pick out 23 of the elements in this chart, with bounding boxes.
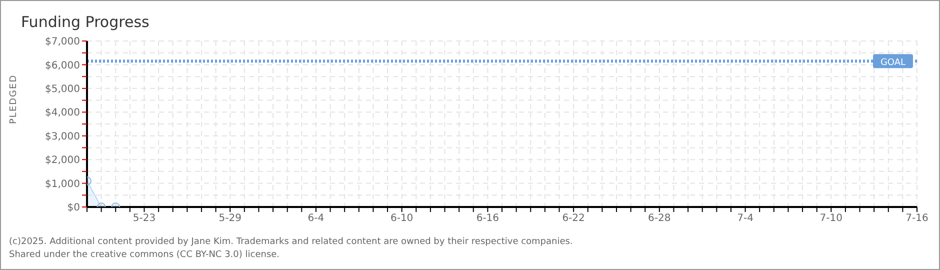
y-tick-label: $0 [67, 202, 80, 214]
x-tick-label: 7-4 [737, 213, 754, 224]
ref-line-label: GOAL [880, 58, 906, 68]
y-tick-label: $1,000 [45, 178, 80, 190]
x-tick-label: 7-10 [820, 213, 842, 224]
y-tick-label: $5,000 [45, 84, 80, 95]
y-tick-label: $4,000 [45, 108, 80, 119]
x-tick-label: 6-10 [390, 213, 414, 224]
text: Shared under the creative commons (CC BY-NC 3.0) license. [9, 250, 280, 260]
y-tick-label: $7,000 [45, 36, 80, 48]
x-tick-label: 5-29 [218, 213, 242, 224]
y-tick-label: $2,000 [45, 155, 80, 166]
chart-title: Funding Progress [21, 13, 150, 31]
y-tick-label: $3,000 [45, 131, 80, 142]
y-tick-label: $6,000 [45, 60, 80, 72]
x-tick-label: 6-28 [648, 213, 671, 224]
x-tick-label: 6-22 [562, 213, 585, 224]
y-axis-title: PLEDGED [9, 74, 20, 124]
x-tick-label: 7-16 [906, 213, 928, 224]
text: (c)2025. Additional content provided by Jane Kim. Trademarks and related content are owned by their respective companies. [9, 237, 573, 247]
x-tick-label: 5-23 [132, 213, 156, 224]
x-tick-label: 6-16 [476, 213, 500, 224]
x-tick-label: 6-4 [308, 213, 324, 224]
